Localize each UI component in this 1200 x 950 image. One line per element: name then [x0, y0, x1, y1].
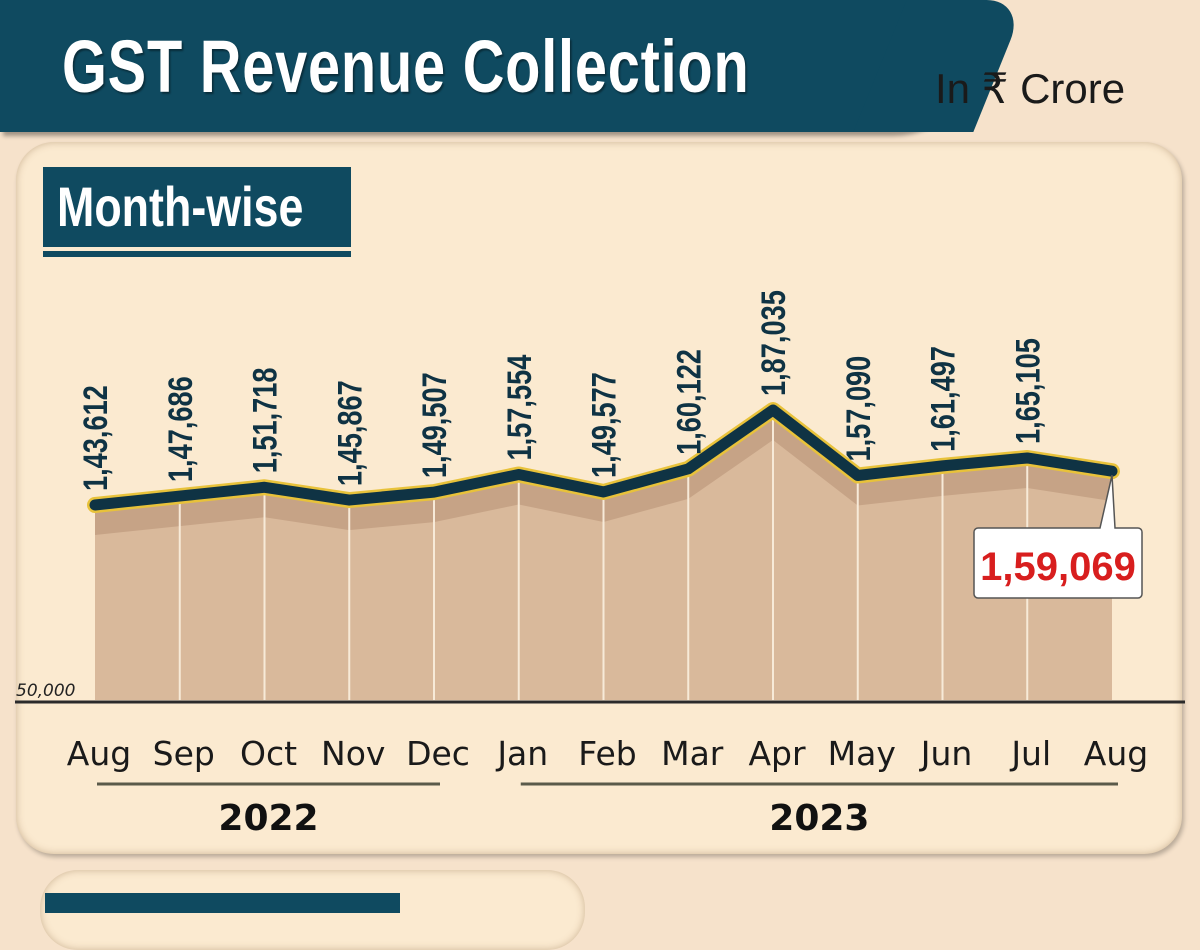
page-title: GST Revenue Collection	[62, 25, 750, 108]
gst-chart: 1,43,612 1,47,686 1,51,718 1,45,867 1,49,507…	[15, 290, 1185, 839]
month-label: Sep	[153, 734, 215, 773]
value-label: 1,45,867	[330, 380, 369, 486]
value-label: 1,49,507	[415, 372, 454, 478]
unit-label: In ₹ Crore	[935, 65, 1126, 112]
value-label: 1,57,554	[500, 355, 539, 461]
value-label: 1,87,035	[754, 290, 793, 396]
chart-title-box: Month-wise	[43, 167, 351, 251]
month-label: May	[828, 734, 896, 773]
value-label: 1,43,612	[76, 385, 115, 491]
year-label: 2023	[769, 798, 869, 839]
value-label: 1,57,090	[839, 356, 878, 462]
callout-box	[973, 475, 1143, 599]
month-label: Jan	[495, 734, 548, 773]
month-label: Oct	[240, 734, 297, 773]
month-label: Jun	[919, 734, 973, 773]
month-label: Nov	[321, 734, 385, 773]
month-label: Dec	[406, 734, 470, 773]
month-label: Jul	[1009, 734, 1051, 773]
value-label: 1,61,497	[924, 346, 963, 452]
value-label: 1,60,122	[669, 349, 708, 455]
data-line	[89, 404, 1118, 511]
chart-title: Month-wise	[57, 175, 304, 238]
value-label: 1,51,718	[246, 367, 285, 473]
y-baseline-label: 50,000	[16, 681, 75, 701]
value-label: 1,47,686	[161, 376, 200, 482]
month-label: Apr	[748, 734, 806, 773]
month-label: Aug	[1084, 734, 1148, 773]
highlight-value: 1,59,069	[980, 545, 1136, 589]
value-label: 1,49,577	[585, 372, 624, 478]
year-label: 2022	[218, 798, 318, 839]
value-label: 1,65,105	[1008, 338, 1047, 444]
month-label: Feb	[578, 734, 636, 773]
month-label: Mar	[661, 734, 724, 773]
month-label: Aug	[67, 734, 131, 773]
header-banner	[0, 0, 980, 132]
